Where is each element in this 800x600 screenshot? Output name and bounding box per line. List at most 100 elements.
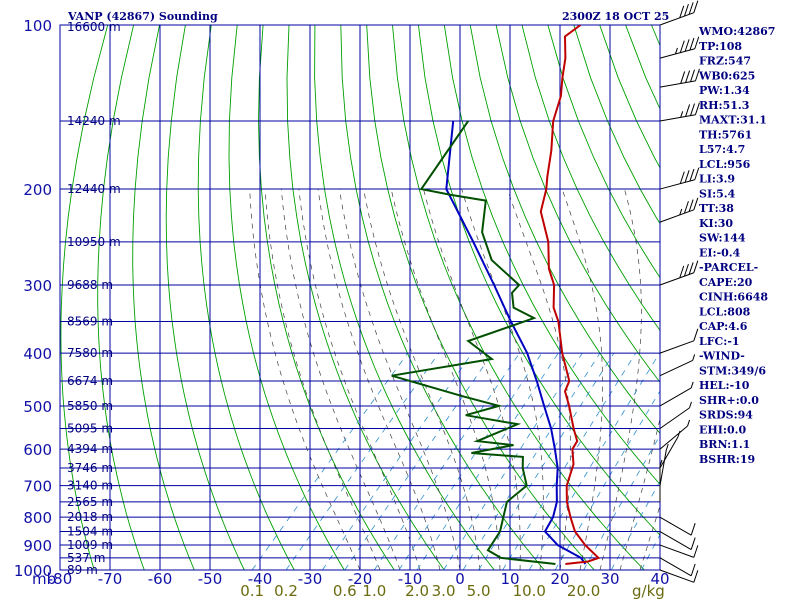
moist-adiabat-line	[317, 189, 441, 570]
wind-barb	[659, 443, 669, 486]
wind-barb-staff	[659, 387, 692, 407]
height-label: 5095 m	[67, 421, 113, 435]
sounding-index: SRDS:94	[699, 409, 753, 422]
mixing-ratio-label: 1.0	[362, 582, 386, 600]
wind-barb	[659, 328, 699, 354]
wind-barb-staff	[659, 425, 688, 450]
chart-title: VANP (42867) Sounding	[67, 10, 218, 23]
height-label: 5850 m	[67, 399, 113, 413]
dry-adiabat-line	[258, 25, 395, 570]
temperature-tick-label: -50	[198, 570, 223, 588]
wind-barb-flag	[689, 37, 695, 51]
height-label: 3140 m	[67, 479, 113, 493]
sounding-index: LFC:-1	[699, 335, 740, 348]
moist-adiabat-line	[363, 189, 481, 570]
wind-barb-half-flag	[687, 419, 691, 427]
wind-barb	[659, 419, 691, 450]
wind-barb-staff	[659, 557, 692, 577]
temperature-tick-label: -70	[98, 570, 123, 588]
wind-barb-flag	[679, 265, 685, 279]
mixing-ratio-label: 3.0	[432, 582, 456, 600]
wind-barb-flag	[690, 69, 696, 82]
moist-adiabat-line	[423, 189, 521, 570]
wind-barb	[659, 197, 699, 223]
parcel-trace	[445, 120, 587, 565]
mixing-ratio-labels: 0.1 0.2 0.6 1.0 2.0 3.0 5.0 10.0 20.0 g/kg	[240, 582, 665, 600]
wind-barb-flag	[693, 197, 699, 210]
mixing-ratio-label: 2.0	[405, 582, 429, 600]
wind-barb-flag	[679, 5, 685, 18]
wind-barb-half-flag	[692, 354, 696, 361]
sounding-index: CAPE:20	[699, 276, 753, 289]
height-label: 4394 m	[67, 442, 113, 456]
profiles	[391, 25, 601, 565]
mixing-ratio-line	[478, 352, 615, 570]
height-label: 10950 m	[67, 235, 121, 249]
wind-barb-staff	[659, 48, 695, 59]
wind-barb-staff	[659, 360, 693, 377]
wind-barbs	[659, 0, 700, 583]
height-label: 7580 m	[67, 346, 113, 360]
wind-barb-flag	[693, 260, 699, 273]
mixing-ratio-label: 5.0	[467, 582, 491, 600]
wind-barb-flag	[694, 68, 700, 82]
pressure-tick-label: 700	[23, 478, 52, 496]
wind-barb-flag	[690, 563, 696, 577]
mixing-ratio-lines	[251, 352, 660, 570]
sounding-index: WMO:42867	[698, 25, 775, 38]
sounding-index: WB0:625	[698, 69, 755, 82]
mixing-ratio-label: 10.0	[513, 582, 546, 600]
sounding-index: LCL:808	[699, 305, 751, 318]
sounding-index: BRN:1.1	[699, 438, 750, 451]
wind-barb-flag	[688, 199, 694, 212]
sounding-index: MAXT:31.1	[699, 114, 767, 127]
sounding-index: -WIND-	[699, 350, 745, 363]
wind-barb	[659, 102, 700, 122]
wind-barb-staff	[659, 436, 679, 469]
height-label: 9688 m	[67, 278, 113, 292]
mixing-ratio-line	[322, 352, 473, 570]
wind-barb-flag	[694, 36, 700, 49]
sounding-index: SI:5.4	[699, 187, 736, 200]
sounding-index: EI:-0.4	[699, 246, 741, 259]
dewpoint-trace	[391, 120, 556, 565]
sounding-index: -PARCEL-	[699, 261, 758, 274]
moist-adiabat-line	[264, 189, 381, 570]
height-labels: 16600 m 14240 m 12440 m 10950 m 9688 m 8569 m…	[67, 20, 121, 577]
height-label: 2018 m	[67, 510, 113, 524]
dry-adiabat-line	[781, 25, 800, 570]
mixing-ratio-label: 20.0	[567, 582, 600, 600]
wind-barb	[659, 68, 700, 88]
dry-adiabat-line	[314, 25, 495, 570]
sounding-index: CINH:6648	[699, 291, 768, 304]
height-label: 537 m	[67, 551, 105, 565]
wind-barb	[659, 430, 681, 469]
wind-barb-flag	[683, 263, 689, 277]
wind-barb	[659, 167, 700, 190]
mixing-ratio-unit: g/kg	[632, 582, 665, 600]
wind-barb-staff	[659, 209, 694, 223]
moist-adiabats	[249, 188, 660, 570]
wind-barb	[659, 557, 696, 577]
dry-adiabat-line	[228, 25, 345, 570]
wind-barb-flag	[694, 167, 700, 180]
height-label: 3746 m	[67, 461, 113, 475]
wind-barb-flag	[693, 0, 699, 13]
moist-adiabat-line	[339, 189, 461, 570]
height-label: 1504 m	[67, 525, 113, 539]
wind-barb	[659, 544, 699, 558]
temperature-tick-label: -30	[298, 570, 323, 588]
moist-adiabat-line	[280, 189, 401, 570]
sounding-index: PW:1.34	[699, 84, 750, 97]
temperature-tick-label: 20	[550, 570, 569, 588]
sounding-index: LI:3.9	[699, 173, 735, 186]
temperature-tick-label: -40	[248, 570, 273, 588]
height-label: 8569 m	[67, 315, 113, 329]
wind-barb-half-flag	[679, 208, 683, 216]
pressure-tick-label: 800	[23, 509, 52, 527]
wind-barb-staff	[659, 80, 696, 88]
wind-barb-flag	[689, 168, 695, 182]
wind-barb-flag	[690, 537, 696, 550]
height-label: 1009 m	[67, 538, 113, 552]
